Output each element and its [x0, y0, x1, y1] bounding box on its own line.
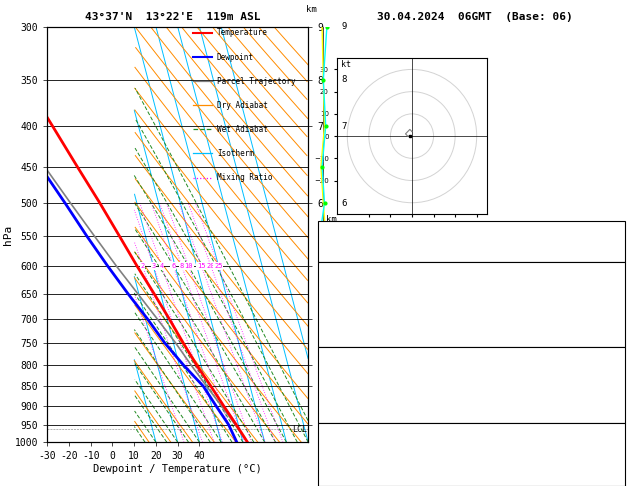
- Text: Dewpoint: Dewpoint: [217, 52, 254, 62]
- Text: 7.2: 7.2: [605, 288, 621, 297]
- Text: θᴄ(K): θᴄ(K): [324, 300, 351, 310]
- Text: Surface: Surface: [452, 264, 490, 273]
- Text: 8: 8: [616, 475, 621, 484]
- Text: 43°37'N  13°22'E  119m ASL: 43°37'N 13°22'E 119m ASL: [85, 12, 261, 22]
- Text: 4: 4: [342, 314, 347, 324]
- Text: 6: 6: [171, 263, 175, 269]
- Text: 1: 1: [342, 420, 347, 429]
- Text: 7: 7: [342, 122, 347, 131]
- Text: km: km: [306, 5, 317, 14]
- Text: Pressure (mb): Pressure (mb): [324, 362, 394, 371]
- Text: EH: EH: [324, 437, 335, 446]
- Text: Temperature: Temperature: [217, 29, 268, 37]
- Text: LCL: LCL: [292, 425, 307, 434]
- Text: 800: 800: [605, 362, 621, 371]
- Text: 315: 315: [605, 374, 621, 383]
- Text: Hodograph: Hodograph: [447, 425, 495, 434]
- Text: 12.1: 12.1: [600, 276, 621, 285]
- Text: 0: 0: [616, 412, 621, 421]
- Text: CIN (J): CIN (J): [324, 337, 362, 346]
- Y-axis label: hPa: hPa: [3, 225, 13, 244]
- Text: Lifted Index: Lifted Index: [324, 312, 389, 322]
- Text: StmSpd (kt): StmSpd (kt): [324, 475, 383, 484]
- Text: 9: 9: [342, 22, 347, 31]
- Text: θᴄ (K): θᴄ (K): [324, 374, 356, 383]
- Text: StmDir: StmDir: [324, 463, 356, 471]
- Text: 25: 25: [214, 263, 223, 269]
- Text: 209°: 209°: [600, 463, 621, 471]
- Text: CIN (J): CIN (J): [324, 412, 362, 421]
- Text: 3: 3: [152, 263, 155, 269]
- Text: 10: 10: [184, 263, 193, 269]
- Text: Dry Adiabat: Dry Adiabat: [217, 101, 268, 110]
- Text: 24: 24: [611, 224, 621, 232]
- Text: K: K: [324, 224, 330, 232]
- Text: Lifted Index: Lifted Index: [324, 387, 389, 396]
- Y-axis label: km
ASL: km ASL: [326, 215, 342, 235]
- Text: 4: 4: [159, 263, 164, 269]
- Text: CAPE (J): CAPE (J): [324, 325, 367, 334]
- Text: 20: 20: [206, 263, 215, 269]
- Text: kt: kt: [341, 60, 351, 69]
- Text: 6: 6: [342, 199, 347, 208]
- Text: 1.89: 1.89: [600, 251, 621, 260]
- Text: 0: 0: [616, 399, 621, 409]
- Text: Dewp (°C): Dewp (°C): [324, 288, 372, 297]
- Text: 5: 5: [342, 261, 347, 270]
- Text: 8: 8: [342, 75, 347, 85]
- Text: 46: 46: [611, 237, 621, 246]
- Text: 3: 3: [616, 387, 621, 396]
- Text: 302: 302: [605, 300, 621, 310]
- Text: 8: 8: [180, 263, 184, 269]
- Text: 0: 0: [616, 325, 621, 334]
- Text: Wet Adiabat: Wet Adiabat: [217, 125, 268, 134]
- Text: 3: 3: [342, 361, 347, 370]
- Text: 30: 30: [611, 450, 621, 459]
- Text: CAPE (J): CAPE (J): [324, 399, 367, 409]
- Text: 12: 12: [611, 312, 621, 322]
- X-axis label: Dewpoint / Temperature (°C): Dewpoint / Temperature (°C): [93, 464, 262, 474]
- Text: 2: 2: [140, 263, 145, 269]
- Text: 0: 0: [616, 337, 621, 346]
- Text: Isotherm: Isotherm: [217, 149, 254, 158]
- Text: 6: 6: [616, 437, 621, 446]
- Text: SREH: SREH: [324, 450, 345, 459]
- Text: © weatheronline.co.uk: © weatheronline.co.uk: [418, 472, 532, 481]
- Text: Parcel Trajectory: Parcel Trajectory: [217, 77, 296, 86]
- Text: 15: 15: [197, 263, 206, 269]
- Text: Temp (°C): Temp (°C): [324, 276, 372, 285]
- Text: 2: 2: [342, 382, 347, 391]
- Text: PW (cm): PW (cm): [324, 251, 362, 260]
- Text: Most Unstable: Most Unstable: [436, 349, 506, 358]
- Text: Mixing Ratio: Mixing Ratio: [217, 173, 272, 182]
- Text: Totals Totals: Totals Totals: [324, 237, 394, 246]
- Text: 30.04.2024  06GMT  (Base: 06): 30.04.2024 06GMT (Base: 06): [377, 12, 573, 22]
